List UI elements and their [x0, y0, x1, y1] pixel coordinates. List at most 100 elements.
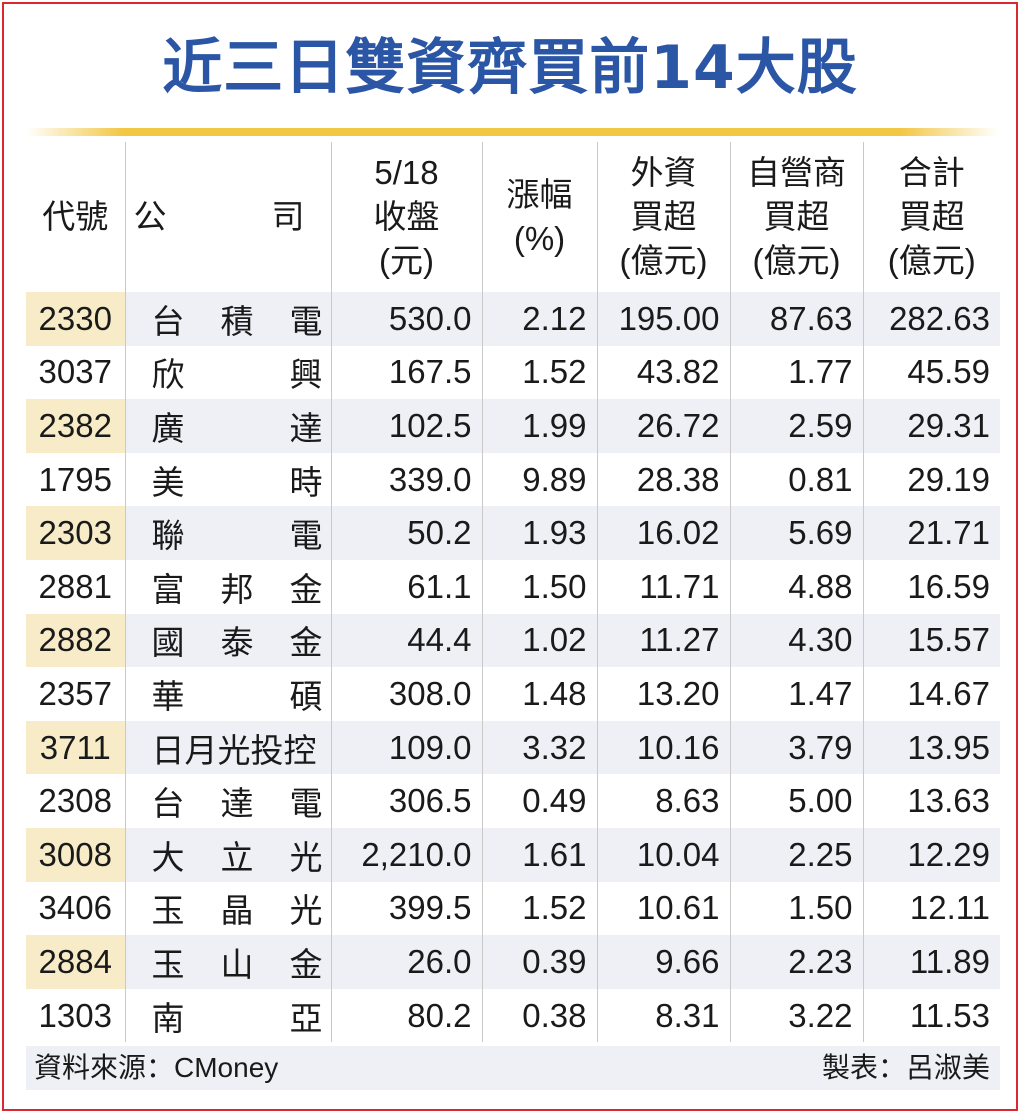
company-name-char: 時	[289, 463, 323, 501]
table-row: 3406 玉晶光 399.5 1.52 10.61 1.50 12.11	[26, 881, 1000, 936]
table-row: 1795 美時 339.0 9.89 28.38 0.81 29.19	[26, 452, 1000, 507]
company-name-char: 廣	[151, 409, 185, 447]
stock-code: 1303	[38, 996, 112, 1034]
dealer-value: 3.79	[729, 720, 863, 775]
close-value: 306.5	[330, 774, 482, 828]
company-name: 美時	[124, 452, 331, 507]
company-name-char: 立	[220, 838, 254, 876]
change-value: 1.02	[481, 613, 597, 668]
total-value: 12.11	[862, 881, 1000, 936]
change-value: 1.48	[481, 667, 597, 721]
header-foreign: 外資買超 (億元)	[596, 142, 730, 292]
h-foreign-line: (億元)	[619, 242, 708, 279]
total-value: 11.53	[862, 988, 1000, 1043]
company-name-char: 達	[220, 785, 254, 823]
company-name-char: 南	[151, 999, 185, 1037]
company-name-char: 國	[151, 624, 185, 662]
table-row: 2308 台達電 306.5 0.49 8.63 5.00 13.63	[26, 774, 1000, 828]
change-value: 1.52	[481, 881, 597, 936]
header-dealer: 自營商 買超 (億元)	[729, 142, 863, 292]
foreign-value: 10.04	[596, 827, 730, 882]
total-value: 29.31	[862, 399, 1000, 453]
change-value: 2.12	[481, 292, 597, 346]
close-value: 308.0	[330, 667, 482, 721]
close-value: 80.2	[330, 988, 482, 1043]
stock-code: 3037	[38, 353, 112, 391]
company-name: 廣達	[124, 399, 331, 453]
h-close-line: 5/18	[374, 154, 439, 191]
h-foreign-line: 買超	[630, 198, 697, 235]
total-value: 45.59	[862, 345, 1000, 400]
company-name-char: 積	[220, 302, 254, 340]
foreign-value: 28.38	[596, 452, 730, 507]
table-row: 3037 欣興 167.5 1.52 43.82 1.77 45.59	[26, 345, 1000, 400]
change-value: 9.89	[481, 452, 597, 507]
table-row: 2881 富邦金 61.1 1.50 11.71 4.88 16.59	[26, 559, 1000, 614]
company-name: 玉山金	[124, 935, 331, 989]
page-title: 近三日雙資齊買前14大股	[162, 33, 858, 103]
close-value: 50.2	[330, 506, 482, 560]
h-foreign-line: 外資	[630, 154, 697, 191]
total-value: 11.89	[862, 935, 1000, 989]
close-value: 399.5	[330, 881, 482, 936]
table-row: 3711 日月光投控 109.0 3.32 10.16 3.79 13.95	[26, 720, 1000, 775]
h-total-line: 合計	[898, 154, 965, 191]
company-name-char: 美	[151, 463, 185, 501]
foreign-value: 10.61	[596, 881, 730, 936]
close-value: 2,210.0	[330, 827, 482, 882]
header-row: 代號 公 司 5/18 收盤 (元) 漲幅 (%) 外資 買超 (億元) 自營商 買超 (億元…	[26, 142, 1000, 292]
change-value: 1.93	[481, 506, 597, 560]
stock-code: 1795	[38, 460, 112, 498]
foreign-value: 43.82	[596, 345, 730, 400]
company-name-char: 電	[289, 302, 323, 340]
foreign-value: 8.31	[596, 988, 730, 1043]
h-total-line: 買超	[898, 198, 965, 235]
change-value: 0.38	[481, 988, 597, 1043]
change-value: 3.32	[481, 720, 597, 775]
header-total: 合計 買超 (億元)	[862, 142, 1000, 292]
stock-code: 2882	[26, 613, 125, 668]
close-value: 61.1	[330, 559, 482, 614]
company-name: 聯電	[124, 506, 331, 560]
table-row: 3008 大立光 2,210.0 1.61 10.04 2.25 12.29	[26, 827, 1000, 882]
h-dealer-line: (億元)	[752, 242, 841, 279]
h-close-line: (元)	[379, 242, 434, 279]
header-change: 漲幅 (%)	[481, 142, 597, 292]
company-name-char: 光	[289, 892, 323, 930]
close-value: 26.0	[330, 935, 482, 989]
title-divider	[26, 128, 998, 136]
close-value: 44.4	[330, 613, 482, 668]
company-name-char: 大	[151, 838, 185, 876]
foreign-value: 8.63	[596, 774, 730, 828]
stock-code: 3711	[26, 720, 125, 775]
table-row: 2882 國泰金 44.4 1.02 11.27 4.30 15.57	[26, 613, 1000, 668]
dealer-value: 1.47	[729, 667, 863, 721]
stock-code: 2330	[26, 292, 125, 346]
footer-bar: 資料來源：CMoney 製表：呂淑美	[26, 1046, 1000, 1090]
company-name-char: 山	[220, 945, 254, 983]
header-company-a: 公	[133, 198, 167, 235]
table-row: 2303 聯電 50.2 1.93 16.02 5.69 21.71	[26, 506, 1000, 560]
total-value: 16.59	[862, 559, 1000, 614]
company-name-char: 金	[289, 624, 323, 662]
company-name-char: 華	[151, 677, 185, 715]
total-value: 13.63	[862, 774, 1000, 828]
company-name-char: 欣	[151, 356, 185, 394]
company-name-char: 晶	[220, 892, 254, 930]
company-name-char: 金	[289, 570, 323, 608]
stock-code: 2881	[38, 567, 112, 605]
total-value: 15.57	[862, 613, 1000, 668]
dealer-value: 2.25	[729, 827, 863, 882]
company-name: 日月光投控	[124, 720, 331, 775]
foreign-value: 195.00	[596, 292, 730, 346]
company-name-char: 達	[289, 409, 323, 447]
stock-code: 2382	[26, 399, 125, 453]
table-row: 1303 南亞 80.2 0.38 8.31 3.22 11.53	[26, 988, 1000, 1043]
company-name-char: 亞	[289, 999, 323, 1037]
foreign-value: 13.20	[596, 667, 730, 721]
company-name: 富邦金	[124, 559, 331, 614]
dealer-value: 87.63	[729, 292, 863, 346]
company-name-char: 台	[151, 302, 185, 340]
stock-code: 2884	[26, 935, 125, 989]
company-name: 欣興	[124, 345, 331, 400]
